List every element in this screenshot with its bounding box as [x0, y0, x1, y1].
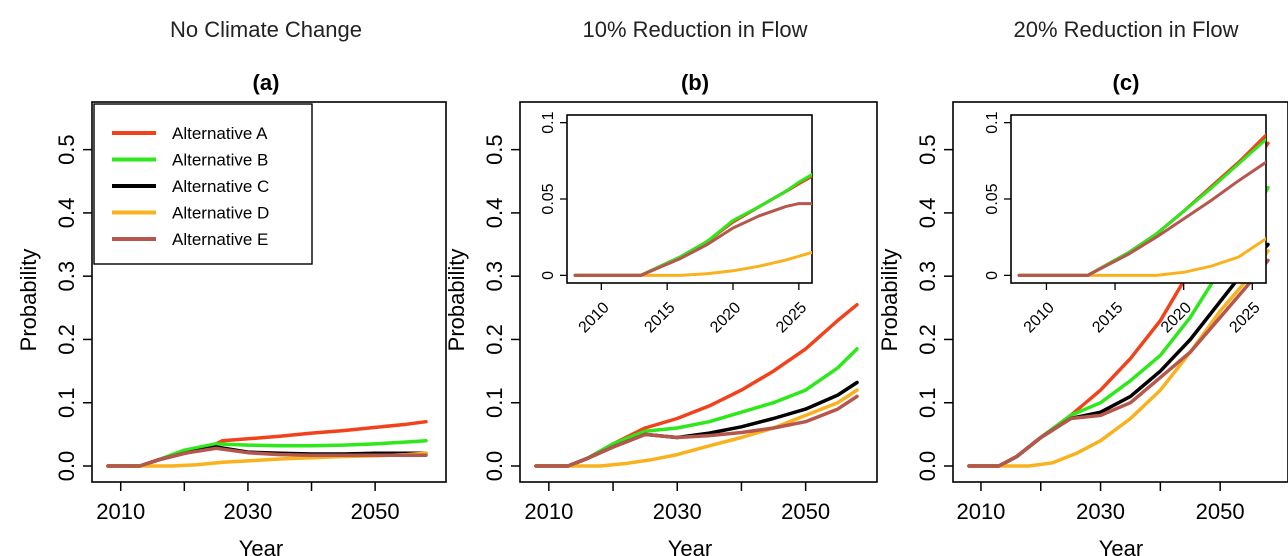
inset-series-4 [1017, 160, 1266, 277]
y-tick-label: 0.4 [54, 198, 79, 229]
inset-y-tick-label: 0.05 [984, 183, 1001, 214]
main-series-4 [106, 446, 428, 468]
inset-series-group [573, 173, 812, 277]
plot-frame [91, 101, 447, 483]
y-tick-label: 0.0 [915, 451, 940, 482]
legend-label: Alternative A [172, 124, 268, 143]
y-tick-label: 0.0 [54, 451, 79, 482]
panel-letter: (b) [681, 70, 709, 95]
x-tick-label: 2050 [781, 499, 830, 524]
inset-x-tick-label: 2010 [576, 299, 613, 336]
panel-letter: (c) [1113, 70, 1140, 95]
panel-1: No Climate Change (a) 0.0 0.1 0.2 0.3 0.4 0.5 20… [16, 17, 447, 556]
legend-label: Alternative B [172, 151, 268, 170]
inset-y-tick-label: 0.05 [540, 183, 557, 214]
x-tick-label: 2050 [351, 499, 400, 524]
y-tick-label: 0.4 [482, 198, 507, 229]
x-tick-label: 2050 [1196, 499, 1245, 524]
panel-title: 10% Reduction in Flow [582, 17, 807, 42]
y-tick-label: 0.5 [54, 134, 79, 165]
panel-2: 10% Reduction in Flow (b) 0.0 0.1 0.2 0.3 0.4 0… [444, 17, 878, 556]
y-tick-label: 0.2 [54, 324, 79, 355]
inset-frame [1010, 114, 1267, 284]
series-group [534, 302, 859, 468]
x-axis-label: Year [668, 536, 712, 556]
inset: 0 0.05 0.1 2010 2015 2020 2025 [540, 111, 813, 336]
plot-frame [952, 101, 1288, 483]
panel-title: No Climate Change [170, 17, 362, 42]
x-tick-label: 2030 [1076, 499, 1125, 524]
inset-y-tick-label: 0.1 [984, 111, 1001, 133]
panel-title: 20% Reduction in Flow [1013, 17, 1238, 42]
y-tick-label: 0.5 [915, 134, 940, 165]
y-tick-label: 0.3 [915, 261, 940, 292]
y-tick-label: 0.1 [54, 387, 79, 418]
inset-series-4 [573, 202, 812, 277]
main-series-4 [534, 394, 859, 468]
x-tick-label: 2030 [653, 499, 702, 524]
inset-series-0 [1017, 237, 1266, 277]
main-series-4 [967, 258, 1270, 468]
inset-x-tick-label: 2020 [707, 299, 744, 336]
y-tick-label: 0.3 [482, 261, 507, 292]
y-axis-label: Probability [16, 249, 41, 352]
y-tick-label: 0.4 [915, 198, 940, 229]
inset-x-tick-label: 2010 [1021, 299, 1058, 336]
y-axis-label: Probability [877, 249, 902, 352]
inset-series-group [1017, 133, 1266, 277]
panel-letter: (a) [253, 70, 280, 95]
inset-y-tick-label: 0 [540, 271, 557, 280]
y-tick-label: 0.3 [54, 261, 79, 292]
legend-label: Alternative D [172, 204, 269, 223]
inset-x-tick-label: 2015 [641, 299, 678, 336]
main-series-3 [534, 388, 859, 468]
plot-frame [519, 101, 878, 483]
x-tick-label: 2010 [524, 499, 573, 524]
inset-series-0 [573, 251, 812, 277]
legend-label: Alternative E [172, 230, 268, 249]
x-tick-label: 2010 [956, 499, 1005, 524]
inset-x-tick-label: 2015 [1089, 299, 1126, 336]
y-tick-label: 0.5 [482, 134, 507, 165]
series-group [106, 419, 428, 468]
y-tick-label: 0.1 [915, 387, 940, 418]
main-series-3 [967, 249, 1270, 468]
inset-y-tick-label: 0.1 [540, 111, 557, 133]
x-tick-label: 2010 [96, 499, 145, 524]
y-tick-label: 0.2 [482, 324, 507, 355]
x-tick-label: 2030 [223, 499, 272, 524]
x-axis-label: Year [239, 536, 283, 556]
x-axis-label: Year [1099, 536, 1143, 556]
panel-3: 20% Reduction in Flow (c) 0.0 0.1 0.2 0.3 0.4 0… [877, 17, 1288, 556]
y-tick-label: 0.1 [482, 387, 507, 418]
inset-y-tick-label: 0 [984, 271, 1001, 280]
y-tick-label: 0.2 [915, 324, 940, 355]
legend-label: Alternative C [172, 177, 269, 196]
y-axis-label: Probability [444, 249, 469, 352]
y-tick-label: 0.0 [482, 451, 507, 482]
inset-x-tick-label: 2025 [773, 299, 810, 336]
